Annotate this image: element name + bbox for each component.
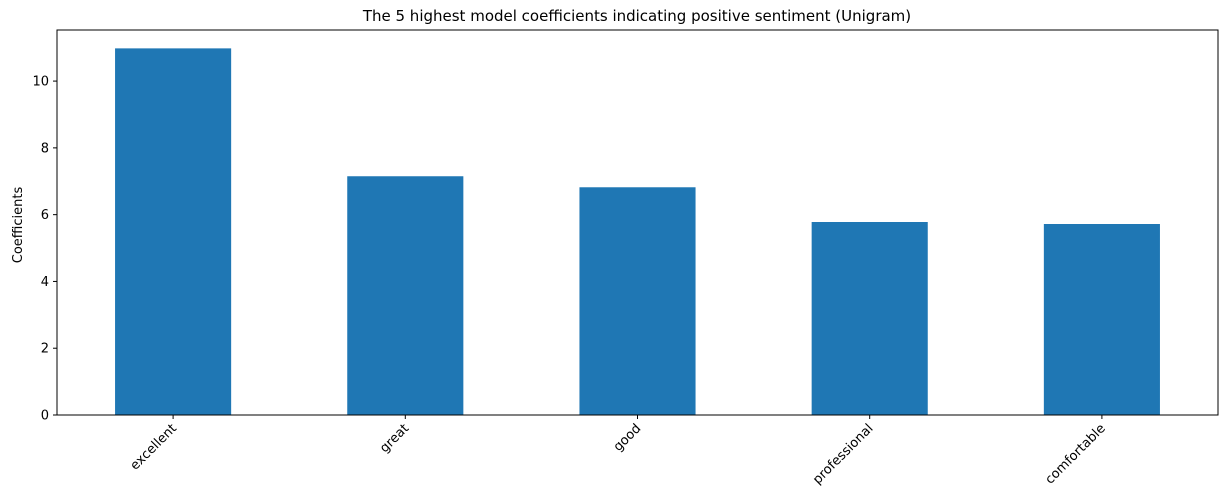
bar-professional xyxy=(811,222,928,415)
y-tick-label: 2 xyxy=(41,342,49,357)
y-axis-label: Coefficients xyxy=(11,187,26,264)
y-tick-label: 0 xyxy=(41,409,49,424)
y-tick-label: 10 xyxy=(32,75,49,90)
bars-group xyxy=(115,48,1160,416)
bar-great xyxy=(347,176,464,415)
y-tick-label: 6 xyxy=(41,208,49,223)
plot-frame xyxy=(56,29,1219,416)
y-tick-label: 8 xyxy=(41,141,49,156)
chart-title: The 5 highest model coefficients indicat… xyxy=(362,7,911,25)
y-ticks-group: 0 2 4 6 8 10 xyxy=(32,75,57,424)
bar-good xyxy=(579,187,696,415)
bar-comfortable xyxy=(1043,224,1160,415)
bar-excellent xyxy=(115,48,232,416)
y-tick-label: 4 xyxy=(41,275,49,290)
